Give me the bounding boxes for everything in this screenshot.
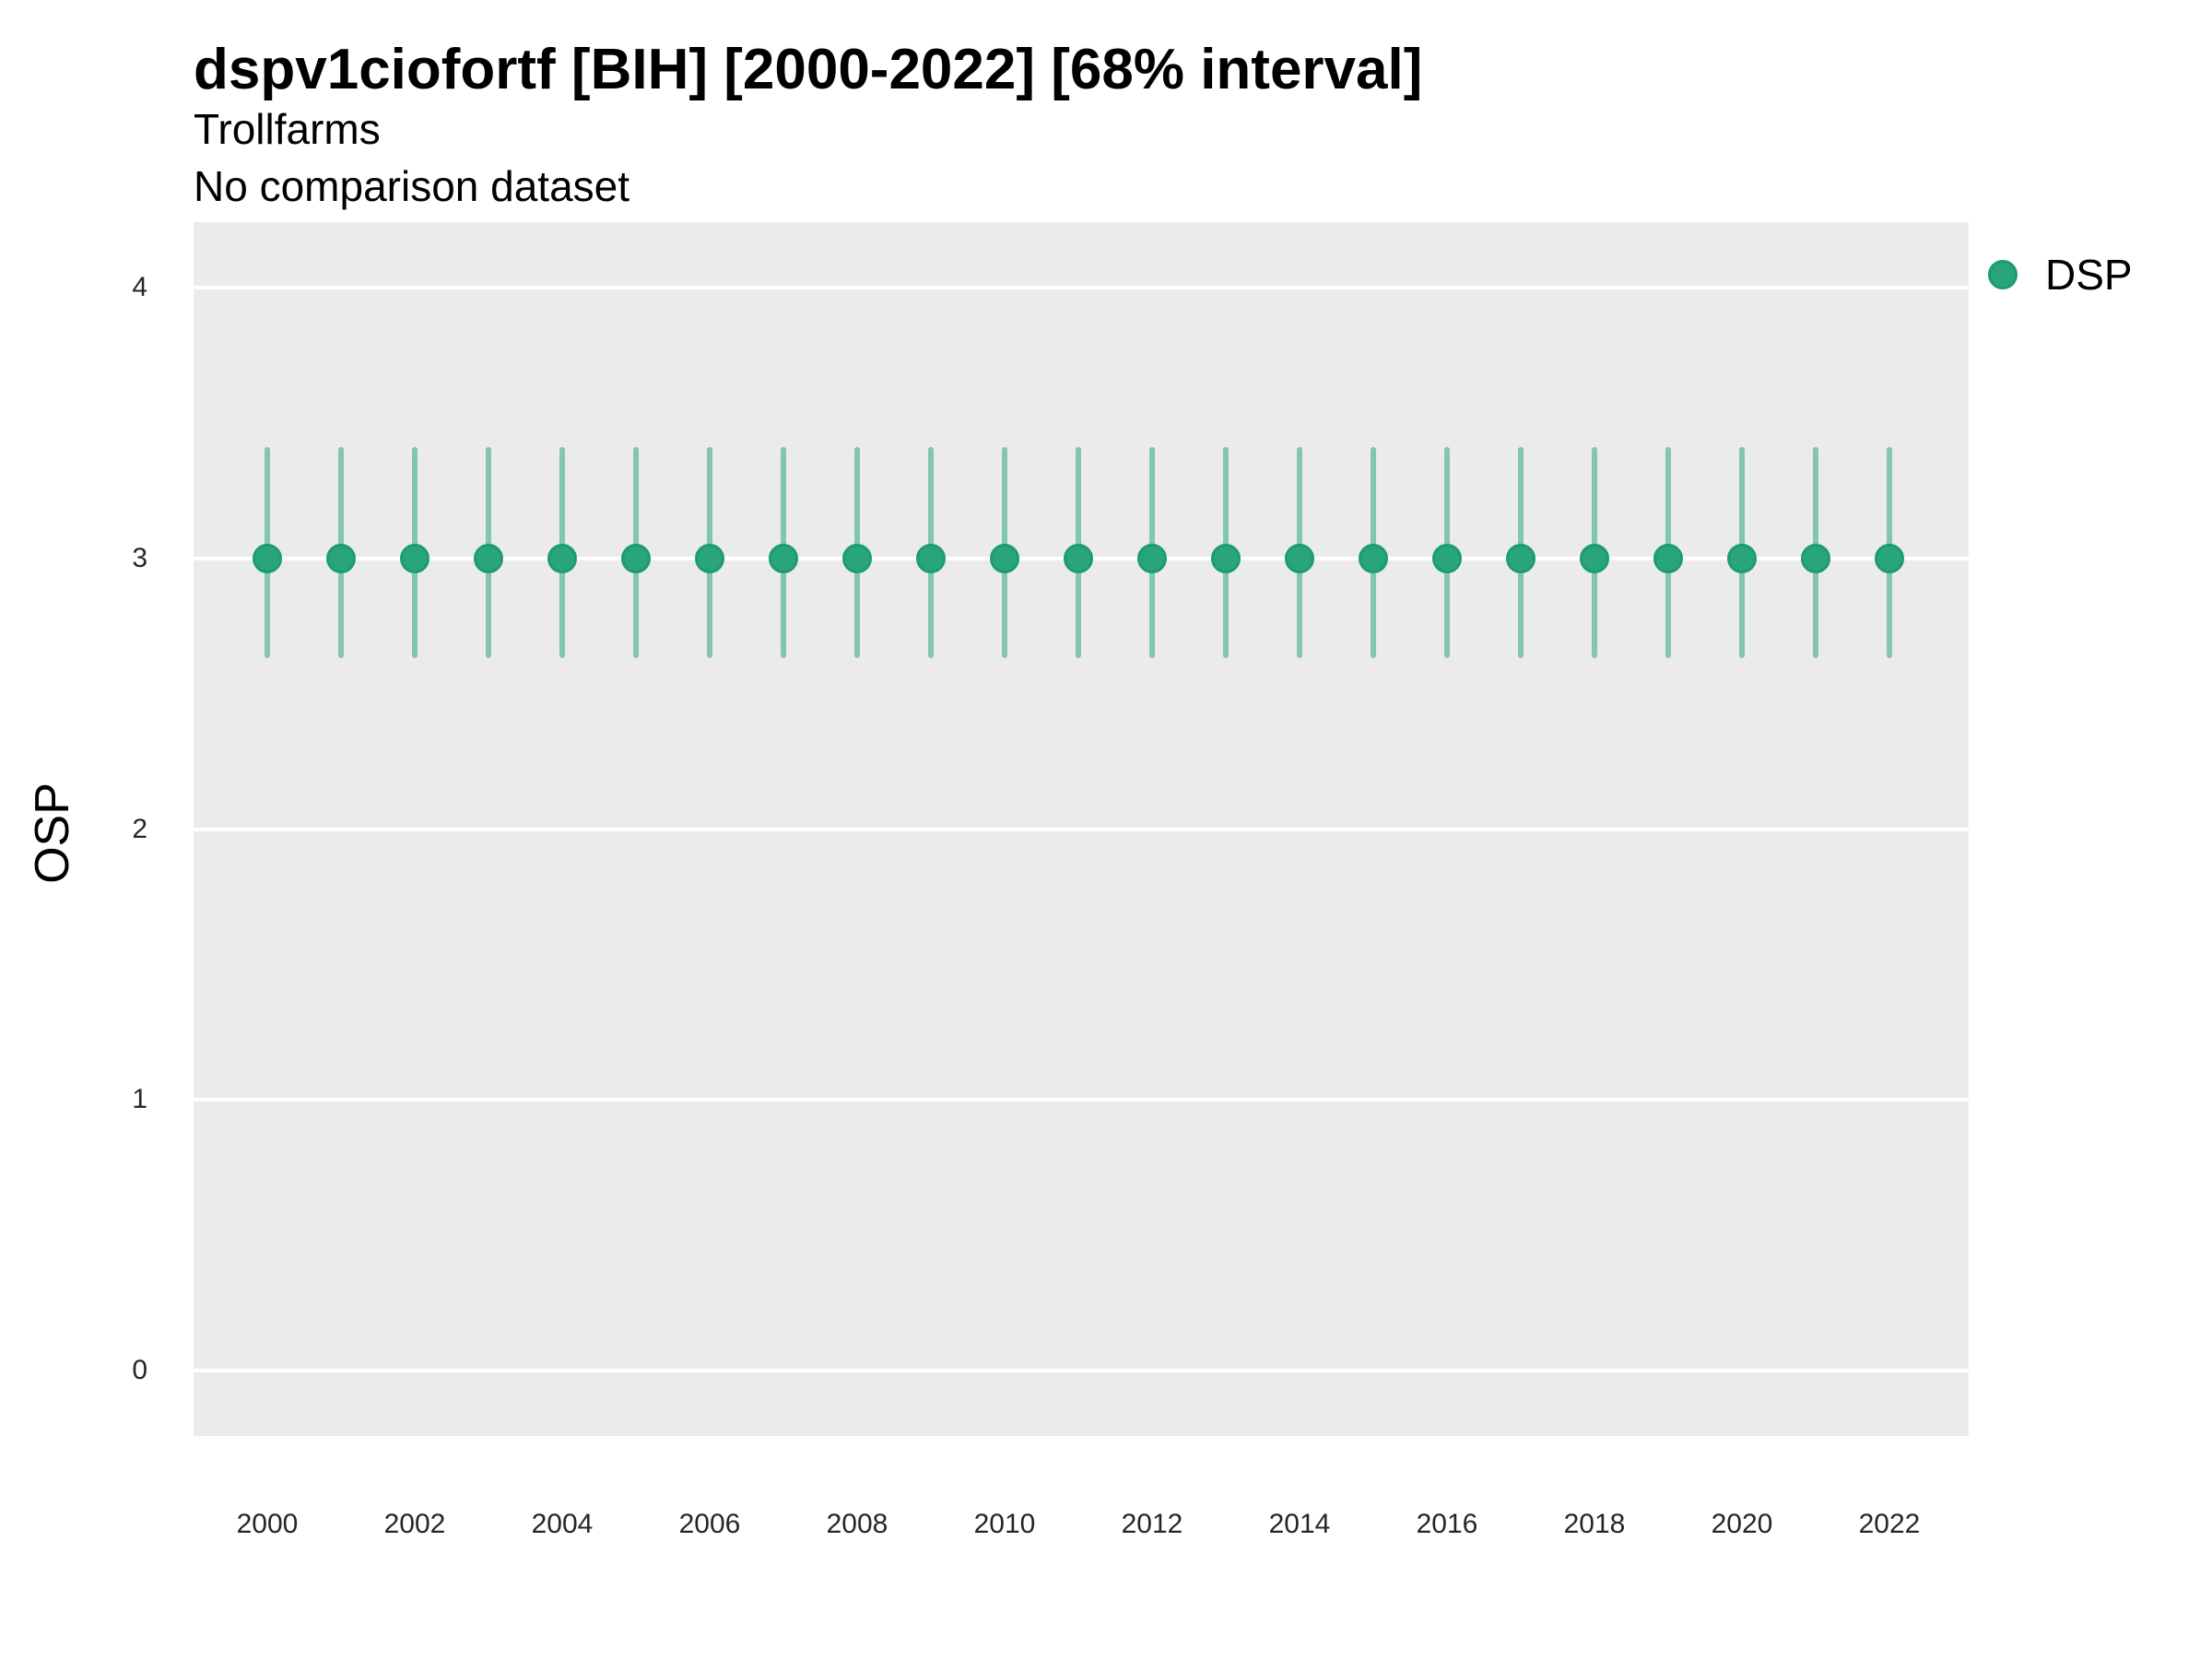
x-tick-label: 2014 bbox=[1268, 1509, 1331, 1539]
data-point bbox=[547, 543, 577, 573]
x-tick-label: 2002 bbox=[383, 1509, 446, 1539]
data-point bbox=[1137, 543, 1167, 573]
chart-title: dspv1ciofortf [BIH] [2000-2022] [68% int… bbox=[194, 38, 1423, 101]
data-point bbox=[769, 543, 798, 573]
x-tick-label: 2020 bbox=[1711, 1509, 1773, 1539]
y-tick-label: 0 bbox=[132, 1354, 147, 1385]
x-tick-label: 2012 bbox=[1121, 1509, 1183, 1539]
data-point bbox=[1432, 543, 1462, 573]
x-tick-label: 2008 bbox=[826, 1509, 888, 1539]
x-tick-label: 2000 bbox=[236, 1509, 299, 1539]
legend: DSP bbox=[1988, 249, 2133, 300]
y-tick-label: 3 bbox=[132, 542, 147, 573]
data-point bbox=[916, 543, 946, 573]
x-tick-label: 2016 bbox=[1416, 1509, 1478, 1539]
data-point bbox=[990, 543, 1019, 573]
data-point bbox=[842, 543, 872, 573]
gridline-y-1 bbox=[194, 1098, 1969, 1102]
x-tick-label: 2010 bbox=[973, 1509, 1036, 1539]
data-point bbox=[400, 543, 429, 573]
x-tick-label: 2018 bbox=[1563, 1509, 1626, 1539]
legend-point-swatch bbox=[1988, 260, 2018, 289]
data-point bbox=[1653, 543, 1683, 573]
data-point bbox=[1211, 543, 1241, 573]
chart-subtitle: Trollfarms bbox=[194, 105, 381, 153]
data-point bbox=[1875, 543, 1904, 573]
data-point bbox=[1506, 543, 1535, 573]
x-tick-label: 2004 bbox=[531, 1509, 594, 1539]
data-point bbox=[695, 543, 724, 573]
data-point bbox=[1064, 543, 1093, 573]
data-point bbox=[1727, 543, 1757, 573]
gridline-y-2 bbox=[194, 827, 1969, 831]
comparison-note: No comparison dataset bbox=[194, 162, 630, 210]
gridline-y-0 bbox=[194, 1368, 1969, 1372]
legend-label: DSP bbox=[2045, 251, 2133, 299]
y-tick-label: 2 bbox=[132, 813, 147, 844]
y-tick-label: 1 bbox=[132, 1084, 147, 1115]
x-tick-label: 2022 bbox=[1858, 1509, 1921, 1539]
plot-panel bbox=[194, 222, 1969, 1436]
x-tick-label: 2006 bbox=[678, 1509, 741, 1539]
data-point bbox=[1285, 543, 1314, 573]
data-point bbox=[1801, 543, 1830, 573]
data-point bbox=[1359, 543, 1388, 573]
gridline-y-4 bbox=[194, 286, 1969, 290]
data-point bbox=[474, 543, 503, 573]
data-point bbox=[621, 543, 651, 573]
data-point bbox=[326, 543, 356, 573]
data-point bbox=[1580, 543, 1609, 573]
data-point bbox=[253, 543, 282, 573]
y-tick-label: 4 bbox=[132, 272, 147, 303]
